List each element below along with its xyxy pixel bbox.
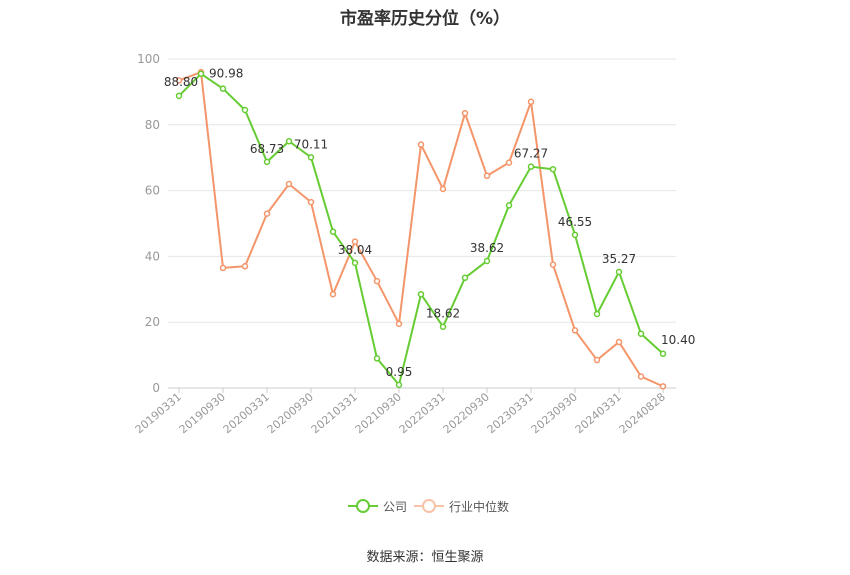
grid-lines: [168, 58, 676, 323]
industry-point: [461, 110, 469, 117]
data-label: 18.62: [426, 307, 460, 321]
industry-point: [637, 373, 645, 380]
data-label: 38.04: [338, 243, 372, 257]
x-tick-label: 20190331: [133, 390, 184, 436]
data-label: 90.98: [209, 67, 243, 81]
chart-title: 市盈率历史分位（%）: [339, 9, 511, 29]
industry-point: [219, 264, 227, 272]
y-tick-label: 40: [145, 249, 160, 263]
x-tick-label: 20200930: [265, 390, 316, 436]
data-label: 88.80: [164, 75, 198, 89]
series: [175, 68, 667, 390]
company-point: [615, 268, 623, 276]
industry-point: [175, 77, 183, 84]
industry-point: [373, 277, 381, 285]
company-point: [637, 330, 645, 337]
company-point: [439, 323, 447, 330]
industry-point: [505, 159, 513, 166]
data-label: 67.27: [514, 147, 548, 161]
company-point: [549, 165, 557, 173]
industry-point: [615, 338, 623, 346]
legend-label-industry: 行业中位数: [449, 499, 510, 514]
company-point: [263, 158, 271, 166]
data-source: 数据来源：恒生聚源: [366, 550, 484, 565]
industry-point: [417, 141, 425, 148]
data-label: 46.55: [558, 215, 592, 229]
y-tick-label: 80: [145, 118, 160, 132]
company-point: [483, 257, 491, 265]
company-point: [461, 274, 469, 282]
industry-point: [285, 180, 293, 188]
company-point: [659, 350, 667, 358]
x-tick-label: 20230331: [485, 390, 536, 436]
industry-point: [571, 327, 579, 334]
company-point: [395, 381, 403, 389]
x-tick-label: 20220930: [441, 390, 492, 436]
industry-point: [307, 198, 315, 206]
data-label: 38.62: [470, 241, 504, 255]
industry-point: [241, 263, 249, 270]
x-tick-label: 20230930: [529, 390, 580, 436]
industry-point: [593, 356, 601, 364]
industry-point: [329, 290, 337, 298]
y-tick-label: 20: [145, 315, 160, 329]
industry-point: [395, 320, 403, 328]
x-tick-label: 20210331: [309, 390, 360, 436]
company-point: [285, 138, 293, 145]
data-label: 10.40: [661, 333, 695, 347]
company-point: [373, 355, 381, 362]
industry-point: [527, 98, 535, 106]
company-point: [329, 228, 337, 235]
industry-point: [483, 172, 491, 180]
industry-legend-icon: [414, 499, 444, 513]
data-labels: 88.80 90.98 68.73 70.11 38.04 0.95 18.62 38.62 6…: [164, 67, 696, 379]
company-point: [527, 163, 535, 170]
company-point: [307, 154, 315, 161]
industry-point: [659, 383, 667, 390]
data-label: 35.27: [602, 252, 636, 266]
company-point: [175, 92, 183, 100]
x-tick-label: 20240828: [617, 390, 668, 436]
company-point: [219, 85, 227, 92]
y-tick-label: 100: [137, 52, 160, 66]
company-line: [178, 72, 664, 386]
company-point: [241, 106, 249, 114]
industry-point: [263, 210, 271, 217]
x-tick-label: 20240331: [573, 390, 624, 436]
x-tick-label: 20220331: [397, 390, 448, 436]
industry-point: [549, 261, 557, 268]
company-point: [417, 290, 425, 298]
company-point: [571, 231, 579, 239]
x-tick-label: 20200331: [221, 390, 272, 436]
data-label: 68.73: [250, 142, 284, 156]
company-point: [593, 310, 601, 318]
y-tick-label: 60: [145, 184, 160, 198]
company-point: [505, 202, 513, 209]
y-tick-label: 0: [152, 381, 160, 395]
industry-point: [439, 185, 447, 193]
industry-line: [178, 71, 664, 388]
data-label: 0.95: [386, 365, 413, 379]
industry-point: [351, 238, 359, 245]
x-tick-label: 20190930: [177, 390, 228, 436]
company-point: [351, 259, 359, 267]
company-legend-icon: [348, 499, 378, 513]
company-point: [197, 70, 205, 78]
legend-item-company[interactable]: 公司: [348, 497, 407, 515]
legend-label-company: 公司: [383, 499, 408, 514]
data-label: 70.11: [294, 137, 328, 151]
legend-item-industry[interactable]: 行业中位数: [414, 497, 509, 515]
x-tick-label: 20210930: [353, 390, 404, 436]
